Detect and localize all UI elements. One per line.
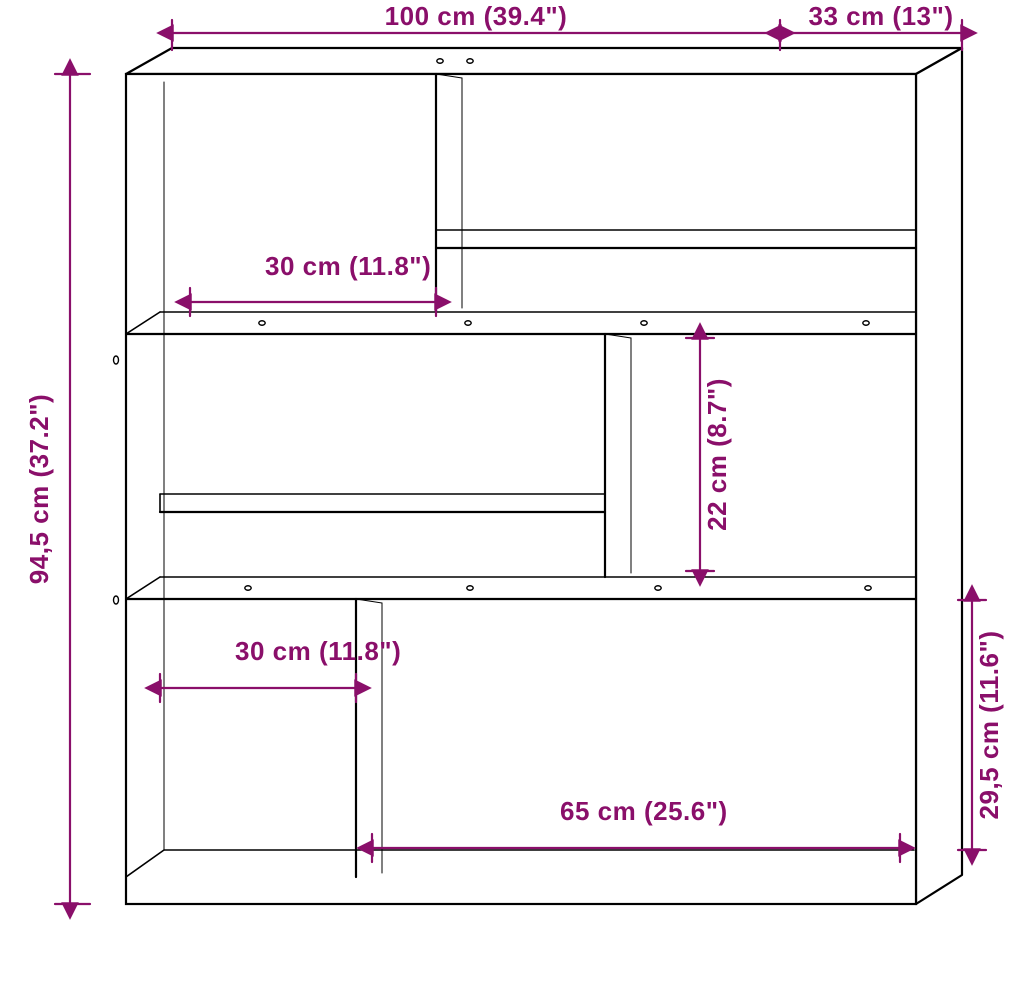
dim-shelf-depth-upper: 30 cm (11.8") <box>265 251 431 281</box>
dim-depth: 33 cm (13") <box>808 1 953 31</box>
dim-lower-right-h: 29,5 cm (11.6") <box>974 631 1004 820</box>
dim-shelf-depth-lower: 30 cm (11.8") <box>235 636 401 666</box>
dim-lower-width: 65 cm (25.6") <box>560 796 728 826</box>
dim-height: 94,5 cm (37.2") <box>24 394 54 584</box>
dim-compartment-h: 22 cm (8.7") <box>702 378 732 531</box>
dim-width: 100 cm (39.4") <box>385 1 568 31</box>
dimension-diagram: 100 cm (39.4") 33 cm (13") 94,5 cm (37.2")… <box>0 0 1020 999</box>
